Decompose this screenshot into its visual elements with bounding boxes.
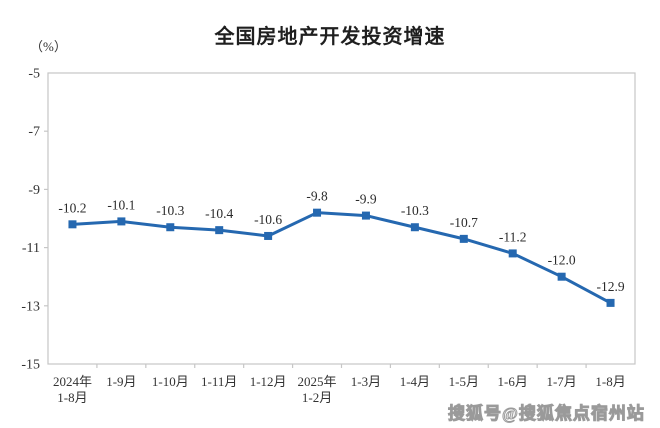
data-point-label: -10.1	[107, 197, 135, 212]
series-line	[72, 211, 612, 305]
x-axis-category-label: 1-5月	[449, 374, 479, 389]
data-point-label: -12.0	[548, 253, 576, 268]
data-point-marker	[215, 226, 224, 235]
data-point-label: -10.3	[401, 203, 429, 218]
y-axis-tick-label: -5	[28, 67, 40, 82]
x-axis-category-label: 1-6月	[498, 374, 528, 389]
plot-area-border	[47, 72, 636, 365]
x-axis-category-label: 2025年 1-2月	[298, 374, 337, 405]
x-axis-category-label: 1-12月	[250, 374, 287, 389]
data-point-marker	[459, 234, 468, 243]
data-point-marker	[68, 220, 77, 229]
y-axis-unit-label: （%）	[30, 39, 67, 54]
x-axis-category-label: 1-10月	[152, 374, 189, 389]
data-point-marker	[606, 298, 615, 307]
data-point-marker	[361, 211, 370, 220]
data-point-label: -10.3	[156, 203, 184, 218]
data-point-label: -11.2	[499, 229, 527, 244]
y-axis-tick-label: -15	[21, 358, 40, 373]
data-point-label: -10.6	[254, 212, 282, 227]
data-point-marker	[557, 272, 566, 281]
x-axis-category-label: 1-9月	[106, 374, 136, 389]
data-point-marker	[117, 217, 126, 226]
data-point-marker	[508, 249, 517, 258]
y-axis-tick-label: -11	[22, 241, 40, 256]
data-point-label: -10.2	[58, 200, 86, 215]
data-point-marker	[313, 208, 322, 217]
x-axis-category-label: 1-7月	[546, 374, 576, 389]
chart-title: 全国房地产开发投资增速	[214, 24, 446, 48]
data-point-marker	[264, 231, 273, 240]
watermark-text: 搜狐号@搜狐焦点宿州站	[448, 404, 645, 424]
x-axis-category-label: 1-11月	[201, 374, 237, 389]
x-axis-category-label: 1-8月	[595, 374, 625, 389]
data-point-label: -10.7	[450, 215, 478, 230]
data-point-label: -10.4	[205, 206, 233, 221]
x-axis-category-label: 1-3月	[351, 374, 381, 389]
x-axis-category-label: 1-4月	[400, 374, 430, 389]
data-point-label: -9.8	[306, 189, 328, 204]
y-axis-tick-label: -13	[21, 299, 40, 314]
data-point-label: -9.9	[355, 192, 377, 207]
y-axis-tick-label: -7	[28, 125, 40, 140]
y-axis-tick-label: -9	[28, 183, 40, 198]
data-point-marker	[410, 223, 419, 232]
x-axis-category-label: 2024年 1-8月	[53, 374, 92, 405]
data-point-marker	[166, 223, 175, 232]
data-point-label: -12.9	[596, 279, 624, 294]
